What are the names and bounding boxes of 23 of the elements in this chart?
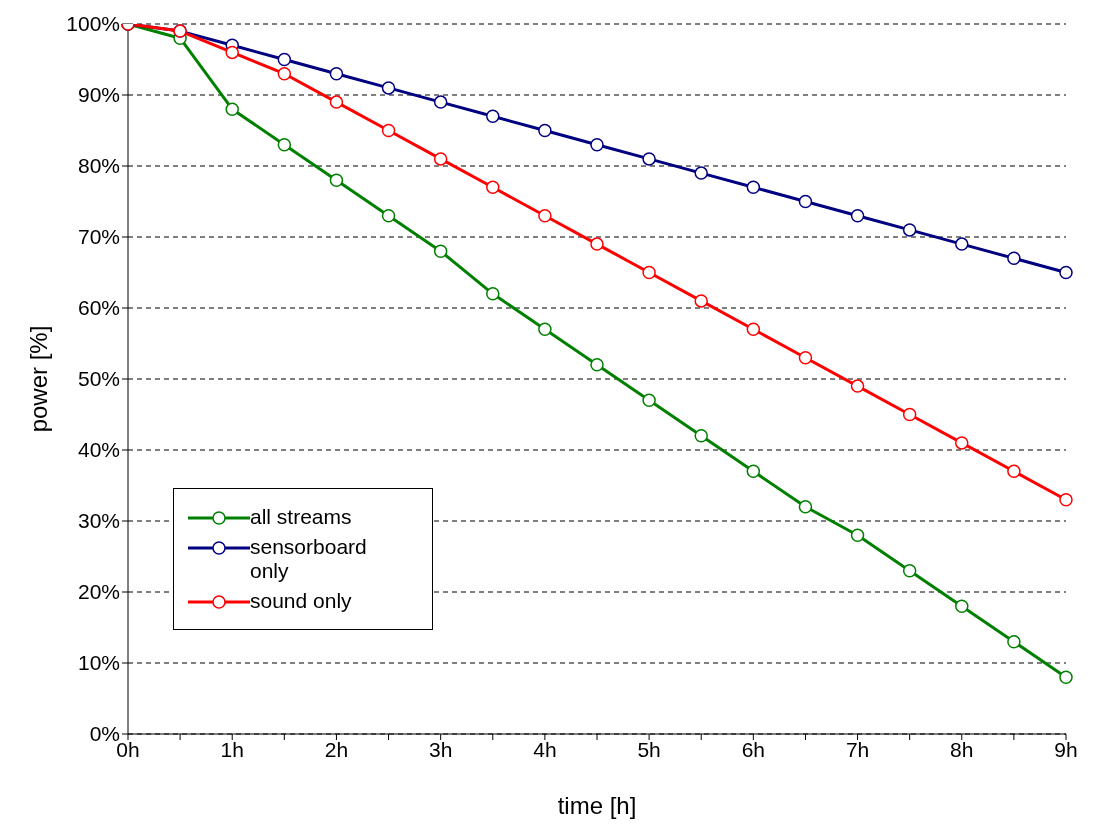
x-tick-label: 1h	[220, 737, 244, 761]
y-tick-label: 20%	[77, 580, 120, 604]
x-tick-label: 8h	[950, 737, 974, 761]
y-tick-label: 30%	[77, 509, 120, 533]
x-tick-label: 9h	[1054, 737, 1078, 761]
y-tick-label: 90%	[77, 83, 120, 107]
x-tick-label: 2h	[324, 737, 349, 761]
legend-label: sound only	[250, 589, 353, 613]
y-tick-label: 40%	[77, 438, 120, 462]
y-tick-label: 60%	[77, 296, 120, 320]
legend-label: all streams	[250, 505, 353, 529]
x-tick-label: 6h	[741, 737, 766, 761]
x-tick-label: 4h	[533, 737, 557, 761]
y-tick-label: 50%	[77, 367, 120, 391]
y-tick-label: 10%	[77, 651, 120, 675]
y-tick-label: 70%	[77, 225, 120, 249]
y-tick-label: 100%	[66, 12, 120, 36]
x-tick-label: 7h	[845, 737, 870, 761]
y-axis-title: power [%]	[24, 325, 52, 433]
x-tick-label: 5h	[637, 737, 661, 761]
x-axis-title: time [h]	[557, 792, 637, 819]
x-tick-label: 3h	[428, 737, 453, 761]
y-tick-label: 80%	[77, 154, 120, 178]
